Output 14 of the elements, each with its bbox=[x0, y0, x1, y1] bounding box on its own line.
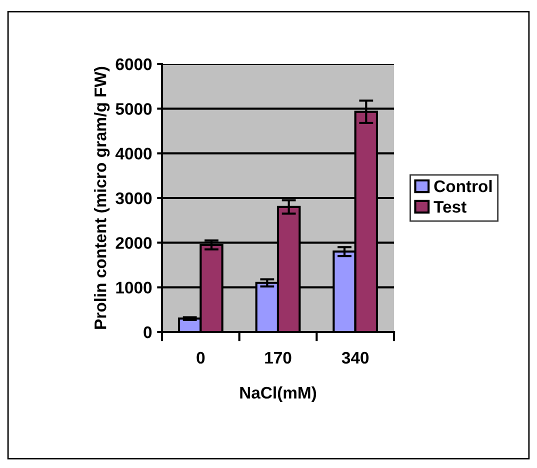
x-tick-label: 0 bbox=[196, 352, 205, 364]
x-tick-label: 340 bbox=[342, 352, 369, 364]
x-tick-label: 170 bbox=[265, 352, 292, 364]
y-tick-label: 0 bbox=[144, 326, 152, 338]
y-tick-label: 5000 bbox=[116, 103, 152, 115]
y-tick-label: 6000 bbox=[116, 58, 152, 70]
y-tick-label: 3000 bbox=[116, 192, 152, 204]
y-tick-label: 1000 bbox=[116, 282, 152, 294]
y-axis-title: Prolin content (micro gram/g FW) bbox=[94, 66, 110, 329]
x-axis-title: NaCl(mM) bbox=[240, 386, 316, 402]
y-tick-label: 4000 bbox=[115, 148, 152, 160]
legend-label: Test bbox=[434, 201, 466, 213]
legend-label: Control bbox=[434, 180, 492, 192]
y-tick-label: 2000 bbox=[116, 237, 152, 249]
